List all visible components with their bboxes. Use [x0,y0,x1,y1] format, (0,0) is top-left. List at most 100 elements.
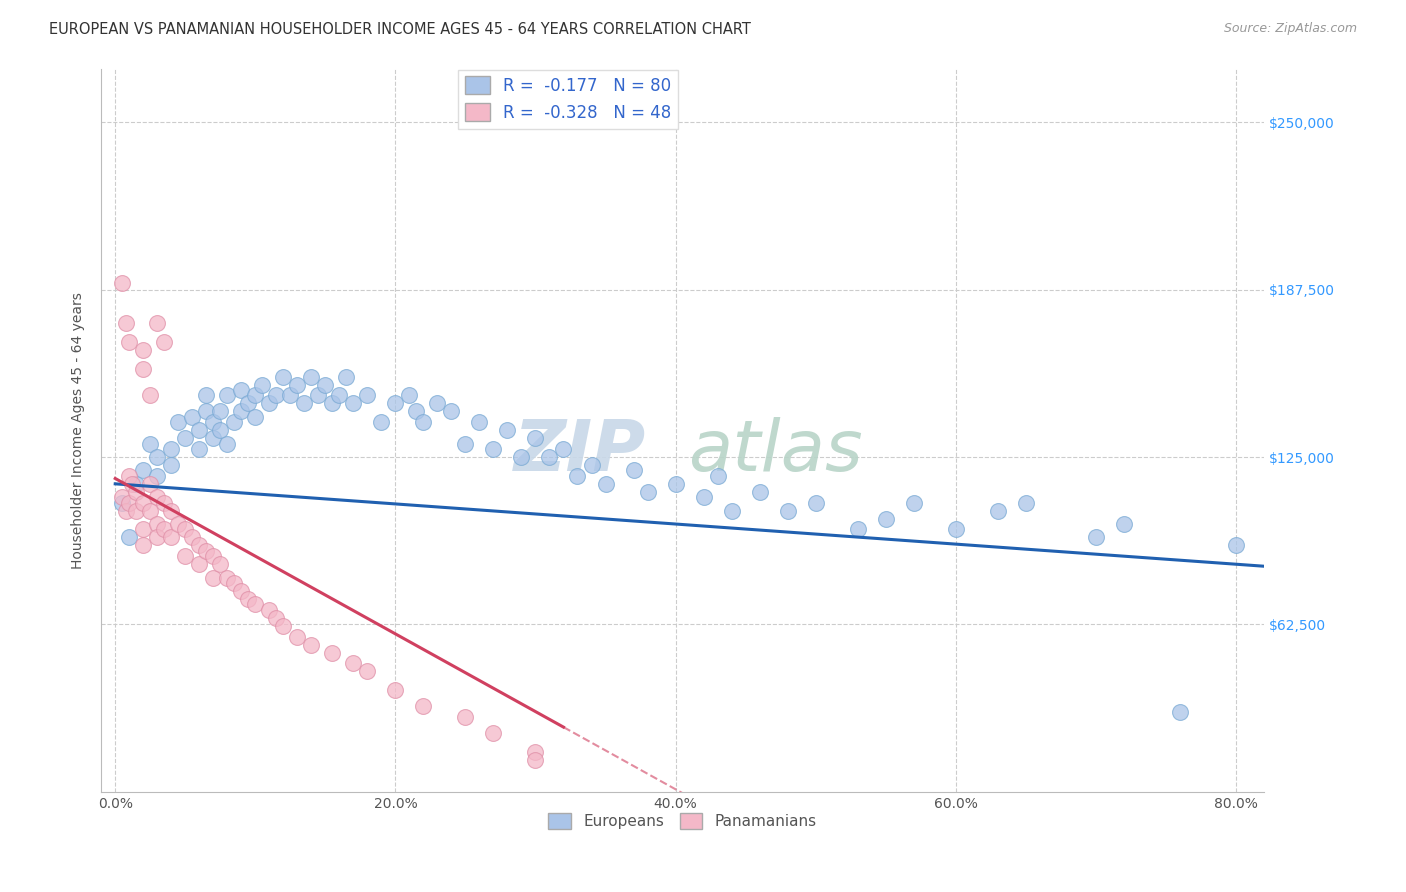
Point [202,415,225,429]
Point [524,431,547,445]
Point [356,665,378,679]
Point [285,630,308,644]
Point [181,530,204,544]
Point [202,571,225,585]
Point [167,415,190,429]
Point [328,388,350,402]
Point [292,396,315,410]
Point [581,458,603,472]
Point [115,316,138,330]
Point [181,409,204,424]
Point [692,490,714,504]
Point [202,549,225,564]
Point [132,463,155,477]
Point [321,396,343,410]
Point [231,404,253,418]
Point [804,495,827,509]
Point [748,484,770,499]
Point [637,484,659,499]
Point [146,468,169,483]
Point [987,503,1010,517]
Point [370,415,392,429]
Point [217,571,239,585]
Point [524,745,547,759]
Point [538,450,561,464]
Point [160,442,183,456]
Point [238,592,260,607]
Point [299,638,322,652]
Point [1168,705,1191,719]
Point [342,657,364,671]
Point [245,388,267,402]
Point [945,522,967,536]
Point [454,710,477,724]
Point [1084,530,1107,544]
Point [266,611,288,625]
Point [776,503,799,517]
Point [238,396,260,410]
Point [139,436,162,450]
Point [875,511,897,525]
Point [245,598,267,612]
Point [224,415,246,429]
Legend: Europeans, Panamanians: Europeans, Panamanians [543,806,823,835]
Point [846,522,869,536]
Point [273,619,295,633]
Point [118,530,141,544]
Point [160,530,183,544]
Point [224,576,246,591]
Point [623,463,645,477]
Point [202,431,225,445]
Point [482,442,505,456]
Point [115,503,138,517]
Point [139,476,162,491]
Point [412,415,434,429]
Point [111,495,134,509]
Point [153,522,176,536]
Point [468,415,491,429]
Point [285,377,308,392]
Point [174,549,197,564]
Point [125,503,148,517]
Point [111,490,134,504]
Text: atlas: atlas [689,417,863,486]
Point [118,334,141,349]
Text: EUROPEAN VS PANAMANIAN HOUSEHOLDER INCOME AGES 45 - 64 YEARS CORRELATION CHART: EUROPEAN VS PANAMANIAN HOUSEHOLDER INCOM… [49,22,751,37]
Point [384,683,406,698]
Point [217,388,239,402]
Point [153,334,176,349]
Point [426,396,449,410]
Point [903,495,925,509]
Point [174,522,197,536]
Point [132,343,155,357]
Point [195,388,218,402]
Point [335,369,357,384]
Point [384,396,406,410]
Point [259,603,281,617]
Point [454,436,477,450]
Point [195,544,218,558]
Point [132,495,155,509]
Point [118,468,141,483]
Point [139,503,162,517]
Point [266,388,288,402]
Point [245,409,267,424]
Point [1225,538,1247,552]
Point [1112,516,1135,531]
Point [188,442,211,456]
Point [160,458,183,472]
Point [231,584,253,599]
Point [1015,495,1038,509]
Point [273,369,295,384]
Point [209,404,232,418]
Point [132,538,155,552]
Point [146,450,169,464]
Point [167,516,190,531]
Point [146,316,169,330]
Point [496,423,519,437]
Point [278,388,301,402]
Point [217,436,239,450]
Point [440,404,463,418]
Point [405,404,427,418]
Point [118,495,141,509]
